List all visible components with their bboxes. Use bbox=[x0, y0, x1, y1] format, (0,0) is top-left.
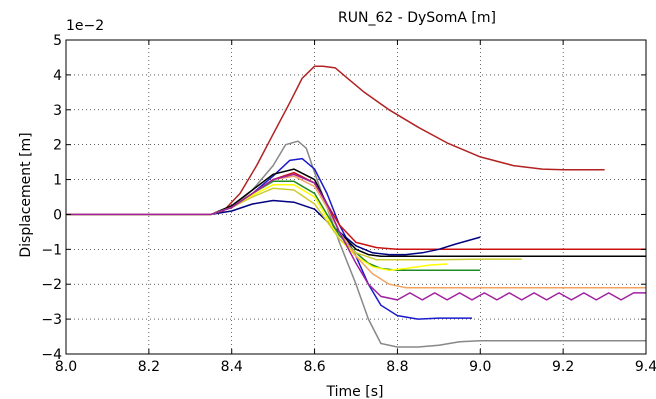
series-line-6 bbox=[66, 199, 481, 256]
y-tick-label: 3 bbox=[53, 103, 62, 119]
y-tick-label: 0 bbox=[53, 207, 62, 223]
y-tick-label: −2 bbox=[41, 277, 62, 293]
x-tick-label: 9.2 bbox=[552, 359, 574, 375]
x-tick-label: 9.4 bbox=[635, 359, 656, 375]
axis-ticks: 8.0 8.2 8.4 8.6 8.8 9.0 9.2 9.4 −4 −3 −2 −1 0 1 2 3 4 5 bbox=[41, 33, 656, 375]
y-axis-label: Displacement [m] bbox=[18, 132, 34, 257]
y-tick-label: 1 bbox=[53, 173, 62, 189]
series-layer bbox=[66, 65, 646, 348]
y-offset-text: 1e−2 bbox=[66, 18, 104, 34]
x-tick-label: 8.6 bbox=[303, 359, 325, 375]
x-tick-label: 8.8 bbox=[386, 359, 408, 375]
x-axis-label: Time [s] bbox=[326, 384, 384, 399]
y-tick-label: −1 bbox=[41, 242, 62, 258]
plot-frame bbox=[65, 39, 647, 355]
y-tick-label: 2 bbox=[53, 138, 62, 154]
y-tick-label: 5 bbox=[53, 33, 62, 49]
y-tick-label: 4 bbox=[53, 68, 62, 84]
chart-title: RUN_62 - DySomA [m] bbox=[338, 10, 496, 26]
x-tick-label: 8.4 bbox=[221, 359, 243, 375]
x-tick-label: 8.0 bbox=[55, 359, 77, 375]
series-line-5 bbox=[66, 168, 646, 258]
series-line-2 bbox=[66, 140, 646, 348]
y-tick-label: −3 bbox=[41, 312, 62, 328]
x-tick-label: 9.0 bbox=[469, 359, 491, 375]
series-line-1 bbox=[66, 65, 605, 216]
series-line-9 bbox=[66, 187, 522, 261]
y-tick-label: −4 bbox=[41, 347, 62, 363]
x-tick-label: 8.2 bbox=[138, 359, 160, 375]
series-line-11 bbox=[66, 173, 646, 301]
